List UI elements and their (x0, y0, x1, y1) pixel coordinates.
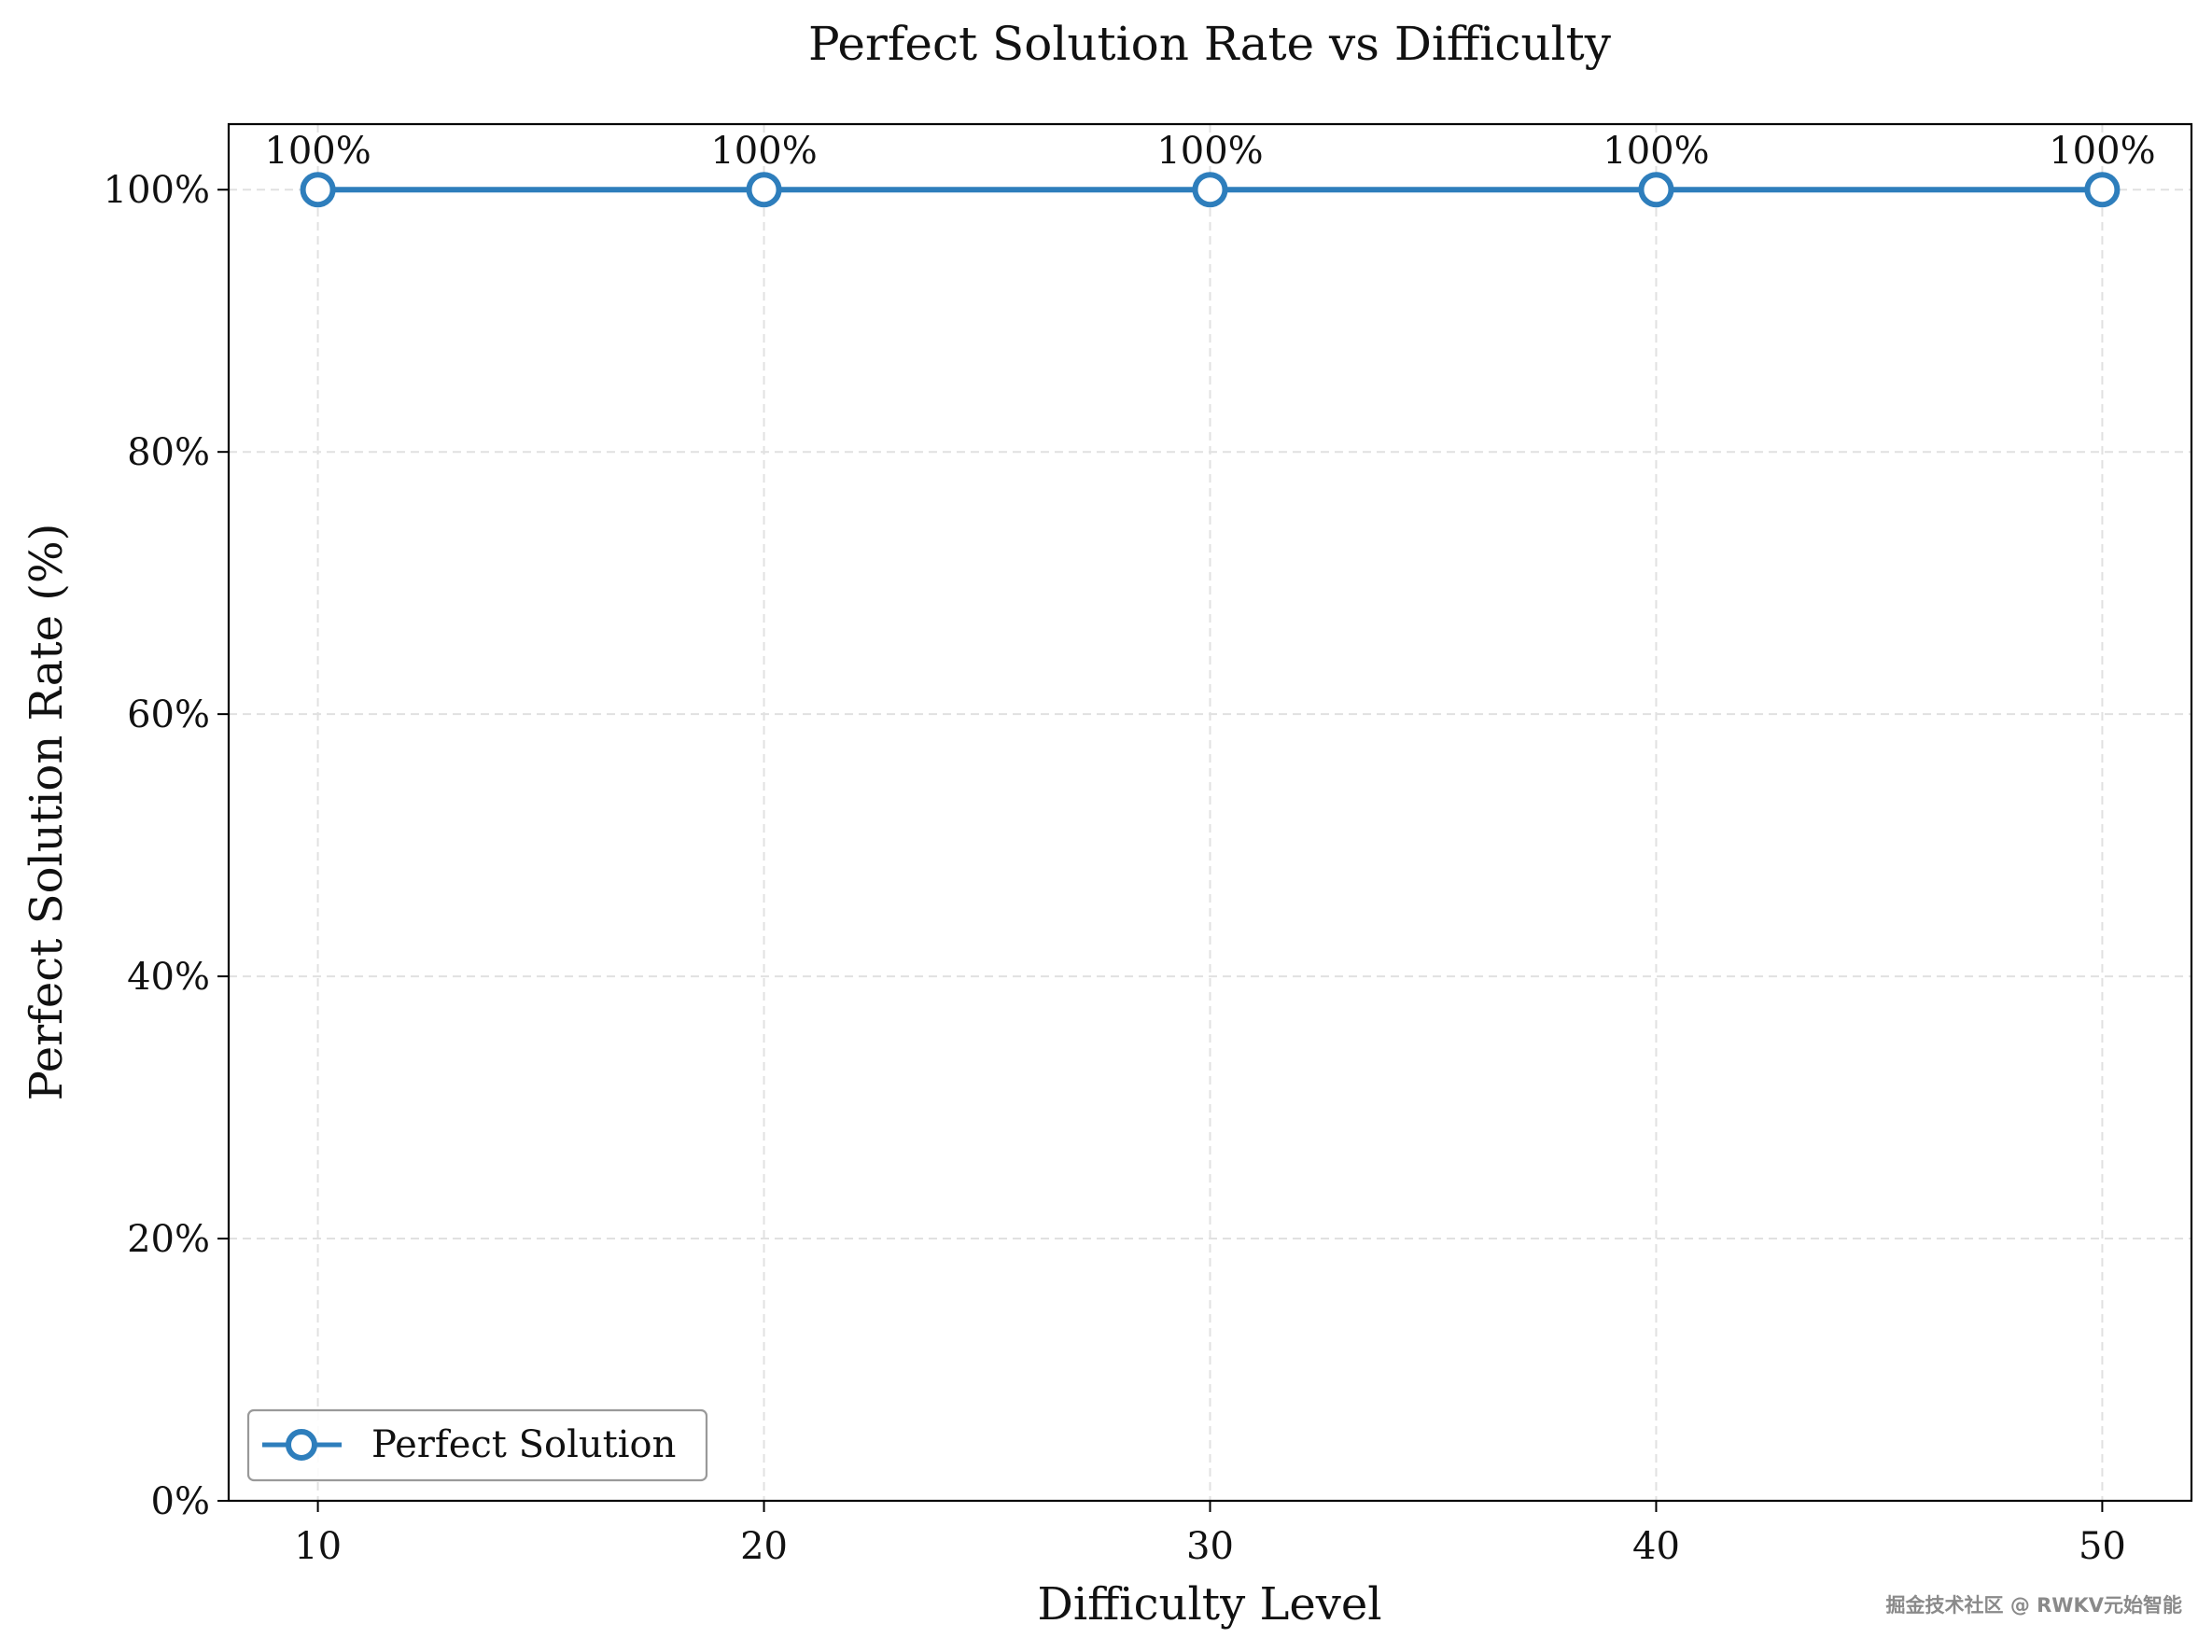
x-tick-label: 30 (1186, 1525, 1234, 1568)
x-tick-label: 20 (740, 1525, 788, 1568)
data-point[interactable] (300, 172, 336, 208)
legend-marker-swatch (286, 1429, 317, 1461)
y-tick-label: 60% (127, 693, 210, 736)
x-tick-label: 50 (2079, 1525, 2126, 1568)
data-point[interactable] (2084, 172, 2121, 208)
x-axis-label: Difficulty Level (1037, 1578, 1381, 1631)
x-tick-label: 40 (1632, 1525, 1680, 1568)
axis-ticks: 10 20 30 40 50 0% 20% 40% 60% 80% 100% (104, 169, 2126, 1568)
y-tick-label: 80% (127, 431, 210, 474)
data-point[interactable] (1192, 172, 1228, 208)
y-tick-label: 40% (127, 956, 210, 999)
chart-title: Perfect Solution Rate vs Difficulty (808, 17, 1612, 71)
data-label: 100% (710, 130, 817, 173)
y-tick-label: 0% (151, 1480, 210, 1523)
watermark: 掘金技术社区 @ RWKV元始智能 (1886, 1594, 2182, 1617)
legend-label-perfect-solution: Perfect Solution (371, 1423, 676, 1466)
data-label: 100% (2049, 130, 2155, 173)
data-label: 100% (1603, 130, 1709, 173)
data-point[interactable] (1638, 172, 1674, 208)
y-tick-label: 100% (104, 169, 210, 212)
legend[interactable]: Perfect Solution (246, 1408, 708, 1482)
y-tick-label: 20% (127, 1218, 210, 1261)
series-layer: 100% 100% 100% 100% 100% (264, 130, 2156, 208)
x-tick-label: 10 (294, 1525, 342, 1568)
legend-box (246, 1408, 708, 1482)
grid (229, 124, 2191, 1502)
y-axis-label: Perfect Solution Rate (%) (21, 524, 73, 1101)
data-label: 100% (264, 130, 371, 173)
data-label: 100% (1156, 130, 1263, 173)
data-point[interactable] (746, 172, 782, 208)
